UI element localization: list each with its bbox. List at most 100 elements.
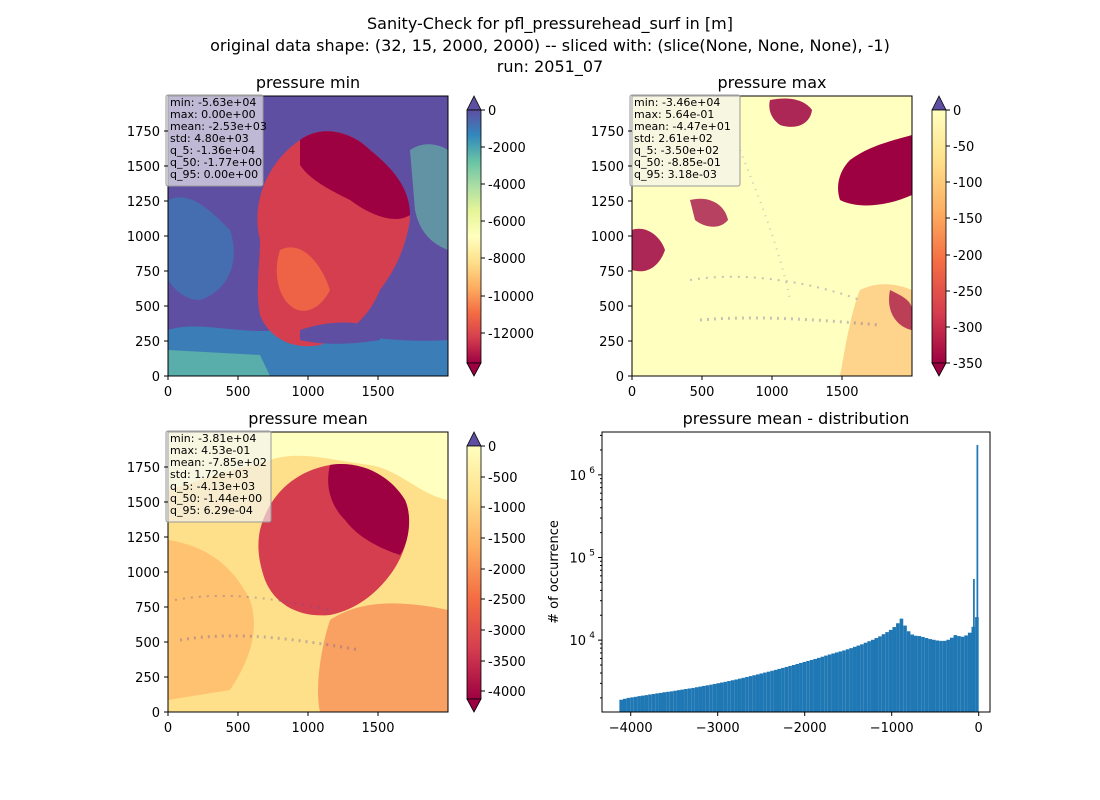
colorbar-gradient [466,109,482,364]
colorbar-gradient [931,109,947,364]
histogram-bar [669,691,674,712]
y-tick-label: 750 [135,601,160,616]
y-tick-label: 500 [135,300,160,315]
histogram-bar [874,638,879,712]
histogram-bar [878,636,882,712]
y-tick-label: 10 [569,634,586,649]
histogram-bar [809,659,814,712]
colorbar: 0 -500 -1000 -1500 -2000 -2500 -3000 -35… [466,431,526,713]
histogram-bar [698,686,703,712]
stats-box [165,94,264,187]
colorbar-tick-label: -10000 [488,290,534,305]
heatmap-region [276,247,330,311]
y-axis: 0 250 500 750 1000 1250 1500 1750 [127,125,168,385]
x-tick-label: 1000 [755,385,788,400]
histogram-bar [709,684,713,712]
histogram-bar [666,691,670,712]
x-tick-label: 1500 [361,721,394,736]
title-line-1: Sanity-Check for pfl_pressurehead_surf i… [367,14,733,34]
histogram-bar [842,650,846,712]
y-tick-label: 1000 [127,230,160,245]
histogram-bar [626,697,631,712]
heatmap-region [632,228,665,272]
histogram-bar [720,682,724,712]
y-tick-label: 500 [599,300,624,315]
histogram-bar [860,644,864,712]
colorbar-tick-label: -150 [953,212,983,227]
heatmap-region [838,135,912,206]
histogram-bar [935,640,940,712]
title-line-3: run: 2051_07 [497,57,603,77]
y-tick-label: 500 [135,636,160,651]
colorbar-tick-label: 0 [953,104,961,119]
colorbar-tick-label: -12000 [488,327,534,342]
histogram-bar [795,663,800,712]
heatmap-region [318,603,448,712]
colorbar-tick-label: 0 [488,440,496,455]
histogram-bar [806,660,810,712]
y-tick-label: 1000 [127,566,160,581]
histogram-bar [684,689,688,712]
histogram-bar [960,636,965,712]
stats-box [165,430,272,523]
y-axis-label: # of occurrence [547,520,562,624]
colorbar-tick-label: -100 [953,176,983,191]
colorbar-tick-label: -2500 [488,593,526,608]
stat-line: max: 5.64e-01 [634,108,714,121]
colorbar-tick-label: -500 [488,471,518,486]
y-tick-label: 1500 [127,496,160,511]
histogram-bar [759,673,764,712]
histogram-bar [644,695,649,712]
stat-line: q_95: 6.29e-04 [170,504,253,517]
panel-pressure-min: pressure min min: -5.63e+04 max: 0.00e+0… [127,73,534,400]
histogram-bar [906,631,911,712]
y-tick-label: 1750 [127,125,160,140]
colorbar-tick-label: -50 [953,140,974,155]
histogram-bar [863,642,868,712]
x-tick-label: 500 [226,385,251,400]
stat-line: min: -5.63e+04 [170,96,256,109]
colorbar-tick-label: -350 [953,357,983,372]
histogram-bar [655,693,659,712]
histogram-bar [976,444,979,712]
histogram-bar [781,667,785,712]
x-tick-label: 0 [164,721,172,736]
y-axis: 0 250 500 750 1000 1250 1500 1750 [127,461,168,721]
y-tick-label: 1000 [591,230,624,245]
y-tick-label: 1250 [127,531,160,546]
histogram-bar [910,634,915,712]
histogram-bar [630,697,634,712]
x-axis: 0 500 1000 1500 [164,376,395,400]
histogram-bar [640,695,645,712]
y-tick-exponent: 6 [589,466,595,476]
x-tick-label: 0 [975,721,983,736]
x-tick-label: 0 [628,385,636,400]
histogram-bar [838,651,843,712]
stats-text: min: -3.46e+04 max: 5.64e-01 mean: -4.47… [634,96,731,181]
histogram-bar [856,645,861,712]
x-tick-label: 1000 [291,721,324,736]
colorbar-tick-label: -300 [953,321,983,336]
histogram-bar [953,635,958,712]
histogram-bar [658,692,663,712]
x-tick-label: −2000 [783,721,827,736]
stat-line: mean: -7.85e+02 [170,456,267,469]
histogram-bar [784,666,789,712]
histogram-bar [755,674,760,712]
x-axis: −4000 −3000 −2000 −1000 0 [609,712,983,736]
histogram-bar [741,677,746,712]
histogram-bar [802,661,807,712]
y-tick-label: 0 [152,370,160,385]
heatmap-region [168,350,270,376]
histogram-bar [633,696,638,712]
histogram-bar [727,681,731,712]
histogram-bar [967,632,972,712]
histogram-bar [734,679,738,712]
y-tick-label: 1750 [591,125,624,140]
y-tick-label: 10 [569,469,586,484]
histogram-bar [888,629,893,712]
panel-title: pressure min [256,73,360,92]
heatmap-region [739,149,791,301]
histogram-bar [705,685,710,712]
histogram-bar [730,680,735,712]
